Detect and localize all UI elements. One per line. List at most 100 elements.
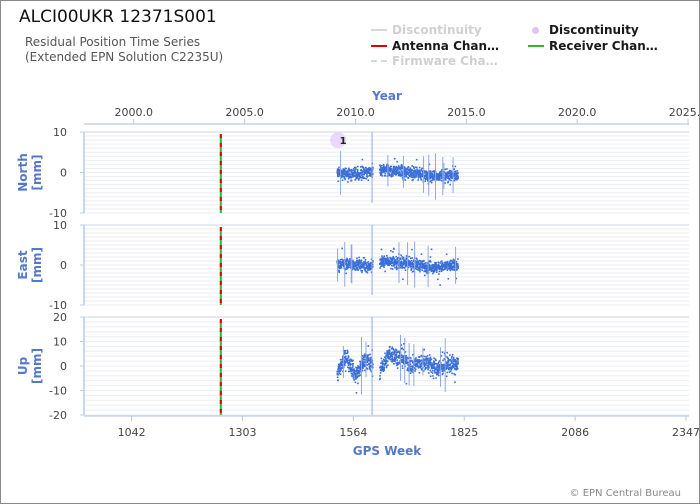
data-point xyxy=(422,357,425,360)
data-point xyxy=(404,171,407,173)
data-point xyxy=(362,363,364,365)
data-point xyxy=(438,175,441,177)
panel-north: 10 0 -10 North[mm] 1 xyxy=(16,126,689,220)
data-point xyxy=(424,359,427,361)
data-point xyxy=(407,368,410,370)
data-point xyxy=(438,173,441,175)
data-point xyxy=(387,171,390,173)
data-point xyxy=(344,172,347,174)
data-point xyxy=(360,269,362,272)
data-point xyxy=(351,360,353,362)
data-point xyxy=(410,368,412,370)
data-point xyxy=(429,369,432,372)
data-point xyxy=(365,263,367,266)
data-point xyxy=(425,367,427,369)
y-tick-label: -10 xyxy=(49,299,67,312)
data-point xyxy=(405,257,408,260)
data-point xyxy=(385,365,388,367)
data-point xyxy=(359,366,362,369)
data-point xyxy=(442,269,445,271)
data-point xyxy=(448,178,451,181)
data-point xyxy=(342,259,344,262)
data-point xyxy=(369,364,371,367)
data-point xyxy=(414,260,417,262)
data-point xyxy=(446,266,448,269)
legend-item-discontinuity-line[interactable]: Discontinuity xyxy=(371,23,482,37)
data-point xyxy=(352,259,354,262)
data-point xyxy=(447,363,449,365)
legend-item-discontinuity-marker[interactable]: Discontinuity xyxy=(528,23,639,37)
data-point xyxy=(437,176,440,179)
y-tick-label: -20 xyxy=(49,409,67,422)
data-point xyxy=(451,171,454,174)
data-point xyxy=(418,166,421,169)
data-point xyxy=(446,367,449,370)
data-point xyxy=(438,273,440,275)
data-point xyxy=(456,268,458,271)
data-point xyxy=(401,174,404,177)
legend-label: Receiver Chan… xyxy=(549,39,658,53)
data-point xyxy=(424,262,427,264)
data-point xyxy=(396,356,398,358)
data-point xyxy=(390,348,393,350)
data-point xyxy=(430,361,432,364)
data-point xyxy=(404,260,407,263)
data-point xyxy=(356,259,359,262)
data-point xyxy=(437,266,440,269)
legend-item-receiver-change[interactable]: Receiver Chan… xyxy=(528,39,658,53)
data-point xyxy=(425,362,428,364)
data-point xyxy=(390,355,393,357)
data-point xyxy=(429,170,432,172)
data-point xyxy=(401,176,404,179)
data-point xyxy=(445,175,448,178)
data-point xyxy=(368,366,371,369)
data-point xyxy=(436,372,439,375)
data-point xyxy=(433,363,436,365)
data-point xyxy=(409,360,411,363)
data-point xyxy=(366,266,368,269)
data-point xyxy=(425,264,427,267)
data-point xyxy=(424,368,426,371)
data-point xyxy=(448,177,451,180)
data-point xyxy=(401,354,403,357)
data-point xyxy=(341,258,343,261)
data-point xyxy=(406,362,409,365)
data-point xyxy=(406,358,408,361)
data-point xyxy=(407,357,410,360)
data-point xyxy=(396,166,399,169)
data-point xyxy=(388,166,391,169)
data-point xyxy=(361,171,363,174)
data-point xyxy=(345,258,348,261)
data-point xyxy=(355,392,358,394)
data-point xyxy=(440,367,442,369)
data-point xyxy=(455,365,457,368)
data-point xyxy=(370,364,373,367)
data-point xyxy=(352,175,354,178)
legend-item-firmware-change[interactable]: Firmware Cha… xyxy=(371,54,498,68)
data-point xyxy=(418,259,421,262)
data-point xyxy=(352,363,355,365)
data-point xyxy=(419,172,422,175)
y-tick-label: 10 xyxy=(53,336,67,349)
data-point xyxy=(364,269,366,271)
data-point xyxy=(353,263,356,265)
bottom-axis-tick-label: 1564 xyxy=(339,426,367,439)
data-point xyxy=(389,167,392,170)
data-point xyxy=(362,264,365,266)
data-point xyxy=(348,263,351,266)
data-point xyxy=(399,166,401,169)
data-point xyxy=(418,267,420,270)
data-point xyxy=(405,358,407,360)
data-point xyxy=(449,269,452,272)
data-point xyxy=(447,278,450,280)
legend-swatch xyxy=(532,26,539,34)
data-point xyxy=(418,366,420,369)
data-point xyxy=(450,267,453,270)
data-point xyxy=(358,367,361,369)
data-point xyxy=(358,371,361,374)
legend-item-antenna-change[interactable]: Antenna Chan… xyxy=(371,39,499,53)
data-point xyxy=(382,168,385,171)
data-point xyxy=(418,269,420,271)
data-point xyxy=(402,360,405,362)
data-point xyxy=(433,266,436,268)
